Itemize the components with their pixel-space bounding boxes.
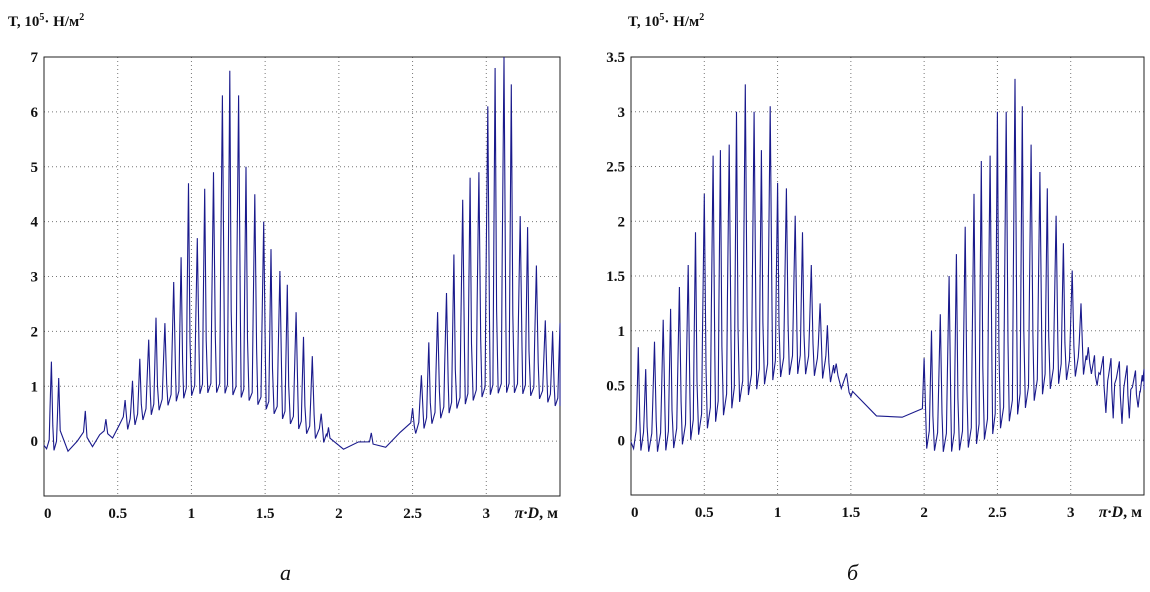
x-tick-label: 0 <box>44 506 52 522</box>
y-tick-label: 2 <box>618 214 626 230</box>
x-tick-label: 0 <box>631 505 639 521</box>
plot-frame <box>43 56 561 497</box>
y-tick-label: 1 <box>31 379 39 395</box>
y-tick-label: 0 <box>31 434 39 450</box>
chart-svg-a: 0 1 2 3 4 5 6 7 0 0.5 1 1.5 2 2.5 3 π·D, м <box>31 50 561 522</box>
x-tick-label: 1 <box>774 505 782 521</box>
x-tick-label: 1 <box>188 506 196 522</box>
series-line <box>43 56 561 453</box>
x-tick-label: 0.5 <box>108 506 127 522</box>
x-axis-title: π·D, м <box>515 505 558 522</box>
chart-svg-b: 0 0.5 1 1.5 2 2.5 3 3.5 0 0.5 1 1.5 2 2.5 3 π·D, м <box>606 50 1145 521</box>
plot-frame <box>630 56 1145 496</box>
y-tick-label: 2 <box>31 324 39 340</box>
y-axis-title: T, 105· Н/м2 <box>628 12 705 30</box>
y-tick-label: 1 <box>618 324 626 340</box>
chart-panel-a: T, 105· Н/м2 0 1 2 3 4 5 6 7 0 0.5 1 1.5 2 2.5 3 π·D, м <box>0 0 575 522</box>
caption-b: б <box>847 560 859 585</box>
x-tick-label: 1.5 <box>256 506 275 522</box>
chart-panel-b: T, 105· Н/м2 0 0.5 1 1.5 2 2.5 3 3.5 0 0.5 1 1.5 2 2.… <box>575 0 1150 521</box>
y-axis-title: T, 105· Н/м2 <box>8 12 85 30</box>
x-axis-title: π·D, м <box>1099 504 1142 521</box>
x-tick-label: 2.5 <box>403 506 422 522</box>
y-tick-label: 3.5 <box>606 50 625 66</box>
x-tick-label: 1.5 <box>841 505 860 521</box>
y-tick-label: 4 <box>31 215 39 231</box>
x-tick-label: 0.5 <box>695 505 714 521</box>
y-tick-label: 5 <box>31 160 39 176</box>
series-line <box>630 78 1145 452</box>
y-tick-label: 3 <box>31 270 39 286</box>
x-tick-label: 2 <box>335 506 343 522</box>
x-tick-label: 3 <box>483 506 491 522</box>
x-tick-label: 2.5 <box>988 505 1007 521</box>
y-tick-label: 2.5 <box>606 160 625 176</box>
y-tick-label: 3 <box>618 105 626 121</box>
y-tick-label: 0.5 <box>606 379 625 395</box>
grid <box>43 56 560 496</box>
y-tick-label: 7 <box>31 50 39 66</box>
y-tick-label: 1.5 <box>606 269 625 285</box>
grid <box>630 56 1144 495</box>
y-tick-label: 0 <box>618 433 626 449</box>
x-tick-label: 2 <box>920 505 928 521</box>
y-tick-label: 6 <box>31 105 39 121</box>
caption-a: а <box>280 560 291 585</box>
x-tick-label: 3 <box>1067 505 1075 521</box>
